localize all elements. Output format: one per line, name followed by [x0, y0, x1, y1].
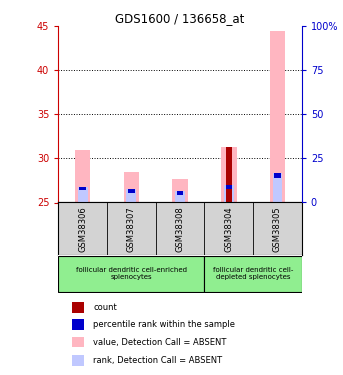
Bar [226, 147, 232, 202]
Bar [172, 179, 188, 203]
Text: GSM38306: GSM38306 [78, 206, 87, 252]
Bar [221, 147, 237, 202]
Bar [274, 173, 281, 178]
Bar [175, 191, 185, 202]
Text: GSM38308: GSM38308 [176, 206, 185, 252]
Text: GSM38304: GSM38304 [224, 206, 233, 252]
Bar [177, 191, 183, 195]
Bar [204, 256, 302, 292]
Bar [128, 189, 134, 193]
Bar [72, 319, 84, 330]
Bar [72, 337, 84, 347]
Bar [78, 187, 87, 202]
Bar [123, 172, 139, 202]
Bar [127, 189, 136, 202]
Bar [58, 256, 204, 292]
Text: GSM38305: GSM38305 [273, 206, 282, 252]
Text: follicular dendritic cell-enriched
splenocytes: follicular dendritic cell-enriched splen… [76, 267, 187, 280]
Text: percentile rank within the sample: percentile rank within the sample [93, 320, 235, 329]
Text: rank, Detection Call = ABSENT: rank, Detection Call = ABSENT [93, 356, 222, 364]
Text: value, Detection Call = ABSENT: value, Detection Call = ABSENT [93, 338, 227, 346]
Bar [75, 150, 91, 202]
Bar [226, 185, 232, 189]
Bar [72, 355, 84, 366]
Text: count: count [93, 303, 117, 312]
Text: GSM38307: GSM38307 [127, 206, 136, 252]
Bar [224, 185, 234, 202]
Bar [80, 187, 86, 190]
Text: follicular dendritic cell-
depleted splenocytes: follicular dendritic cell- depleted sple… [213, 267, 293, 280]
Bar [273, 173, 282, 202]
Bar [270, 31, 285, 202]
Bar [72, 302, 84, 313]
Title: GDS1600 / 136658_at: GDS1600 / 136658_at [115, 12, 245, 25]
